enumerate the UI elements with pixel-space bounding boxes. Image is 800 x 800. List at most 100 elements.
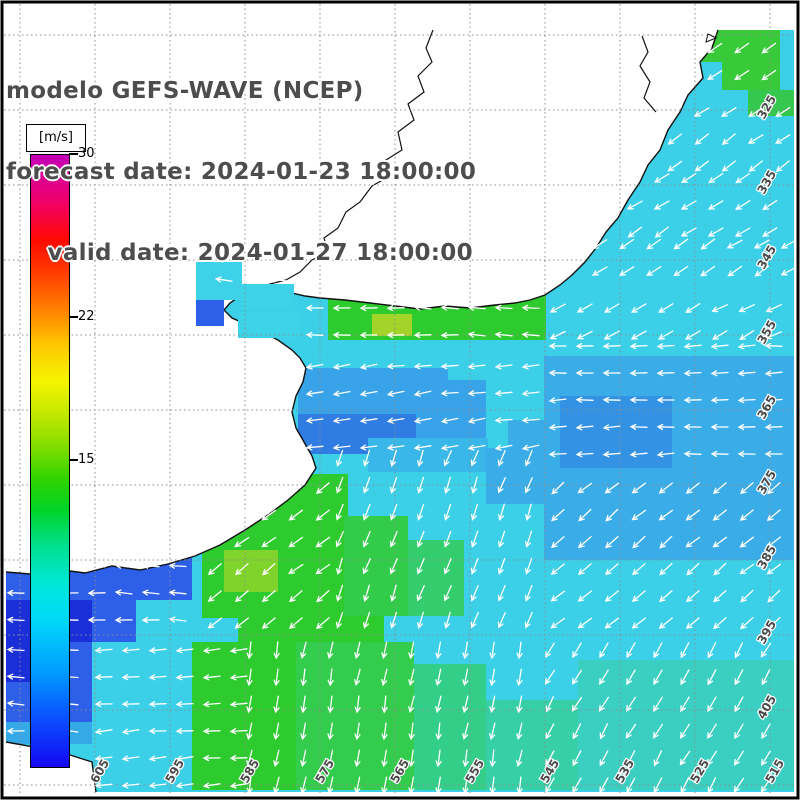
wind-arrow [680, 696, 690, 713]
wind-arrow [548, 424, 567, 431]
speed-cell [414, 664, 486, 790]
wind-arrow [685, 590, 700, 603]
wind-arrow [524, 611, 533, 629]
wind-arrow [362, 530, 371, 548]
wind-arrow [94, 647, 113, 654]
wind-arrow [653, 777, 663, 794]
wind-arrow [762, 199, 778, 211]
wind-arrow [766, 536, 781, 548]
wind-arrow [766, 509, 781, 521]
wind-arrow [775, 106, 791, 118]
wind-arrow [653, 642, 663, 659]
wind-arrow [764, 424, 783, 431]
wind-arrow [443, 530, 452, 548]
wind-arrow [680, 227, 697, 237]
wind-arrow [658, 303, 674, 313]
wind-arrow [363, 584, 370, 603]
wind-arrow [386, 331, 405, 339]
wind-arrow [693, 107, 710, 117]
lagoon-line [639, 35, 657, 113]
wind-arrow [489, 776, 496, 795]
colorbar-tick-mark [69, 153, 78, 155]
wind-arrow [550, 536, 565, 549]
wind-arrow [288, 590, 303, 603]
wind-arrow [148, 727, 167, 735]
wind-arrow [734, 227, 751, 237]
wind-arrow [739, 617, 754, 630]
wind-arrow [521, 390, 540, 397]
wind-arrow [735, 200, 751, 211]
wind-arrow [700, 265, 716, 277]
wind-arrow [721, 107, 737, 117]
wind-arrows [6, 42, 797, 795]
speed-cell [344, 516, 408, 616]
wind-arrow [444, 476, 451, 495]
wind-arrow [694, 160, 710, 172]
wind-arrow [359, 304, 378, 312]
river-line [255, 29, 434, 291]
wind-arrow [6, 673, 25, 680]
wind-arrow [656, 451, 675, 458]
wind-arrow [246, 641, 253, 660]
wind-arrow [545, 696, 555, 713]
wind-arrow [246, 668, 253, 687]
wind-arrow [548, 397, 567, 404]
wind-arrow [656, 370, 675, 377]
wind-arrow [762, 227, 778, 237]
wind-arrow [739, 563, 755, 575]
wind-arrow [390, 584, 397, 603]
wind-arrow [359, 444, 378, 451]
wind-arrow [712, 536, 728, 548]
wind-arrow [300, 776, 307, 795]
wind-arrow [288, 482, 303, 494]
wind-arrow [175, 782, 194, 789]
wind-arrow [683, 370, 702, 377]
wind-arrow [497, 530, 506, 548]
wind-arrow [734, 642, 744, 659]
wind-arrow [544, 669, 556, 685]
wind-arrow [712, 509, 727, 521]
wind-arrow [657, 330, 674, 340]
wind-arrow [571, 696, 583, 712]
wind-arrow [202, 728, 221, 735]
wind-arrow [300, 641, 307, 660]
wind-arrow [327, 695, 334, 714]
wind-arrow [680, 669, 690, 686]
wind-arrow [389, 503, 398, 521]
wind-arrow [627, 226, 643, 238]
wind-arrow [685, 509, 701, 521]
wind-arrow [332, 417, 351, 424]
wind-arrow [707, 777, 717, 794]
wind-arrow [148, 782, 167, 789]
wind-arrow [577, 563, 592, 575]
wind-arrow [524, 530, 533, 548]
wind-arrow [707, 70, 723, 81]
wind-arrow [551, 508, 565, 522]
colorbar-gradient [30, 154, 70, 768]
wind-arrow [700, 238, 716, 250]
wind-arrow [261, 617, 276, 629]
wind-arrow [762, 172, 778, 184]
wind-arrow [408, 695, 415, 714]
wind-arrow [234, 482, 250, 494]
wind-arrow [315, 509, 330, 521]
wind-arrow [416, 530, 425, 548]
wind-arrow [336, 557, 343, 576]
wind-arrow [417, 611, 424, 630]
wind-arrow [273, 641, 280, 660]
wind-arrow [305, 363, 324, 370]
wind-arrow [673, 238, 689, 250]
wind-arrow [168, 589, 187, 596]
wind-arrow [681, 173, 697, 184]
wind-arrow [335, 476, 344, 494]
wind-arrow [494, 331, 513, 338]
speed-cell [560, 396, 672, 468]
wind-arrow [148, 647, 167, 654]
colorbar-unit-label: [m/s] [26, 124, 86, 152]
wind-arrow [516, 749, 523, 768]
wind-arrow [381, 695, 388, 714]
wind-arrow [658, 590, 673, 603]
wind-arrow [273, 722, 280, 741]
wind-arrow [489, 641, 496, 660]
